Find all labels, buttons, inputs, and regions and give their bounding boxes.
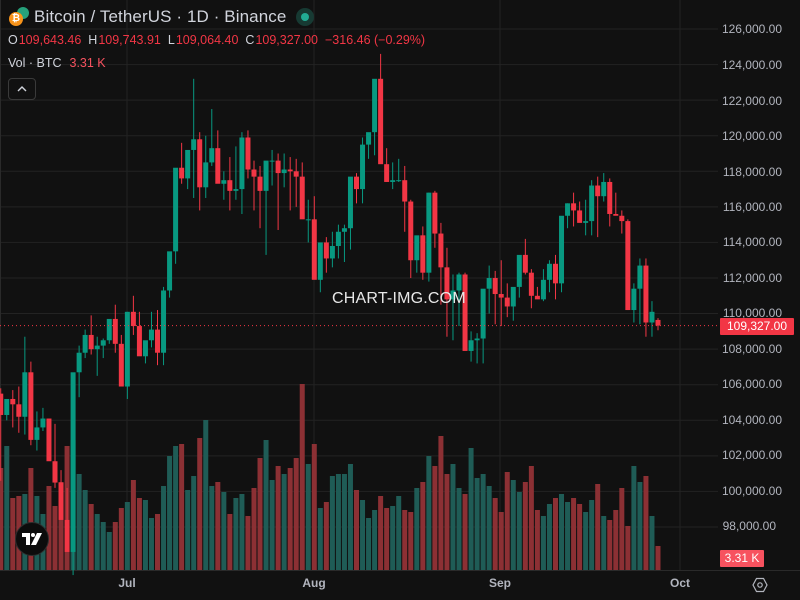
- volume-label: Vol · BTC: [8, 56, 62, 70]
- price-tick: 110,000.00: [722, 306, 782, 320]
- price-tick: 116,000.00: [722, 200, 782, 214]
- market-open-status-icon: [296, 8, 315, 26]
- volume-value: 3.31 K: [69, 56, 106, 70]
- price-axis[interactable]: 126,000.00 124,000.00 122,000.00 120,000…: [718, 0, 800, 570]
- volume-legend: Vol · BTC 3.31 K: [8, 54, 432, 72]
- price-tick: 118,000.00: [722, 165, 782, 179]
- low-label: L: [167, 33, 175, 47]
- close-value: 109,327.00: [255, 33, 318, 47]
- symbol-title[interactable]: Bitcoin / TetherUS · 1D · Binance: [34, 7, 287, 26]
- price-tick: 124,000.00: [721, 58, 782, 72]
- tradingview-logo[interactable]: [15, 522, 49, 556]
- change-value: −316.46 (−0.29%): [325, 33, 426, 47]
- time-tick-sep: Sep: [488, 576, 512, 590]
- price-tick: 122,000.00: [721, 94, 782, 108]
- bitcoin-tether-icon: ₿: [8, 6, 30, 28]
- chevron-up-icon: [17, 86, 27, 92]
- open-label: O: [8, 33, 18, 47]
- price-tick: 120,000.00: [721, 129, 782, 143]
- chart-legend: ₿ Bitcoin / TetherUS · 1D · Binance O 10…: [8, 6, 432, 100]
- price-tick: 112,000.00: [722, 271, 782, 285]
- time-tick-oct: Oct: [669, 576, 691, 590]
- tradingview-logo-icon: [22, 533, 42, 545]
- close-label: C: [245, 33, 255, 47]
- collapse-legend-button[interactable]: [8, 78, 36, 100]
- symbol-title-row: ₿ Bitcoin / TetherUS · 1D · Binance: [8, 6, 432, 28]
- price-tick: 102,000.00: [721, 448, 782, 462]
- price-tick: 106,000.00: [721, 377, 782, 391]
- high-value: 109,743.91: [98, 33, 161, 47]
- last-price-tag: 109,327.00: [720, 318, 794, 335]
- bitcoin-icon: ₿: [9, 12, 23, 26]
- time-tick-jul: Jul: [118, 576, 136, 590]
- settings-gear-icon[interactable]: [752, 577, 768, 593]
- low-value: 109,064.40: [175, 33, 239, 47]
- watermark: CHART-IMG.COM: [332, 290, 466, 307]
- open-value: 109,643.46: [18, 33, 82, 47]
- price-tick: 98,000.00: [722, 519, 776, 533]
- price-tick: 108,000.00: [721, 342, 782, 356]
- price-tick: 104,000.00: [721, 413, 782, 427]
- ohlc-values: O 109,643.46 H 109,743.91 L 109,064.40 C…: [8, 31, 432, 49]
- volume-tag: 3.31 K: [720, 550, 764, 567]
- high-label: H: [88, 33, 98, 47]
- time-tick-aug: Aug: [302, 576, 326, 590]
- price-tick: 114,000.00: [722, 235, 782, 249]
- price-tick: 100,000.00: [721, 484, 782, 498]
- price-tick: 126,000.00: [721, 22, 782, 36]
